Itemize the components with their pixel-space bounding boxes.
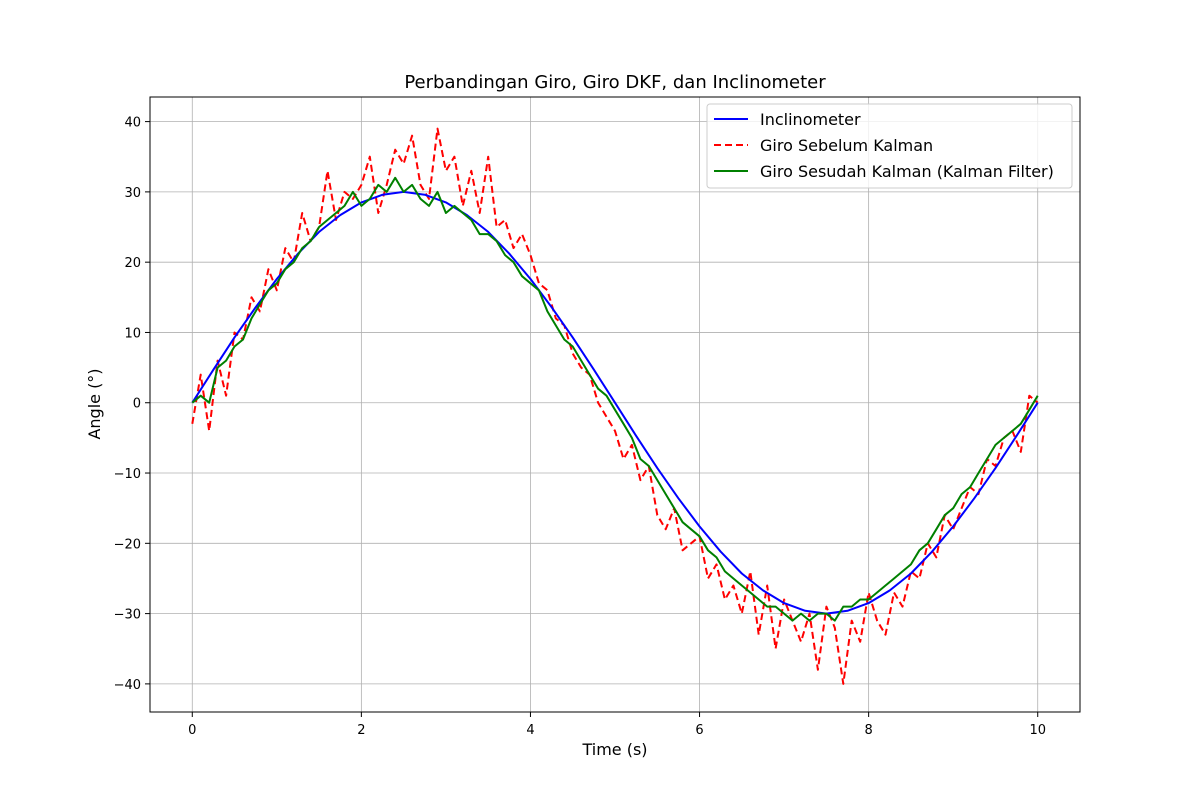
series-line-2 — [191, 176, 1039, 622]
series-layer — [191, 127, 1039, 685]
legend-label-giro-sesudah: Giro Sesudah Kalman (Kalman Filter) — [760, 162, 1054, 181]
y-tick-label-2: −20 — [114, 537, 141, 552]
y-tick-label-1: −30 — [114, 608, 141, 623]
y-tick-label-5: 10 — [124, 326, 141, 341]
y-tick-label-0: −40 — [114, 678, 141, 693]
legend: Inclinometer Giro Sebelum Kalman Giro Se… — [706, 103, 1073, 189]
x-tick-label-0: 0 — [188, 723, 196, 738]
x-tick-label-4: 8 — [864, 723, 872, 738]
x-tick-label-5: 10 — [1029, 723, 1046, 738]
legend-box — [706, 103, 1073, 189]
series-line-0 — [191, 190, 1039, 615]
series-line-1 — [191, 127, 1039, 685]
x-axis-label: Time (s) — [581, 740, 647, 759]
y-tick-label-3: −10 — [114, 467, 141, 482]
plot-frame — [149, 96, 1081, 713]
y-tick-label-6: 20 — [124, 256, 141, 271]
y-tick-label-8: 40 — [124, 116, 141, 131]
y-tick-label-7: 30 — [124, 186, 141, 201]
legend-label-giro-sebelum: Giro Sebelum Kalman — [760, 136, 933, 155]
x-tick-label-2: 4 — [526, 723, 534, 738]
legend-label-inclinometer: Inclinometer — [760, 110, 861, 129]
tick-layer: 0 2 4 6 8 10 −40 −30 −20 −10 0 10 20 30 40 — [114, 116, 1046, 738]
x-tick-label-3: 6 — [695, 723, 703, 738]
x-tick-label-1: 2 — [357, 723, 365, 738]
y-axis-label: Angle (°) — [85, 368, 104, 439]
y-tick-label-4: 0 — [133, 397, 141, 412]
chart-title: Perbandingan Giro, Giro DKF, dan Inclino… — [404, 72, 826, 93]
